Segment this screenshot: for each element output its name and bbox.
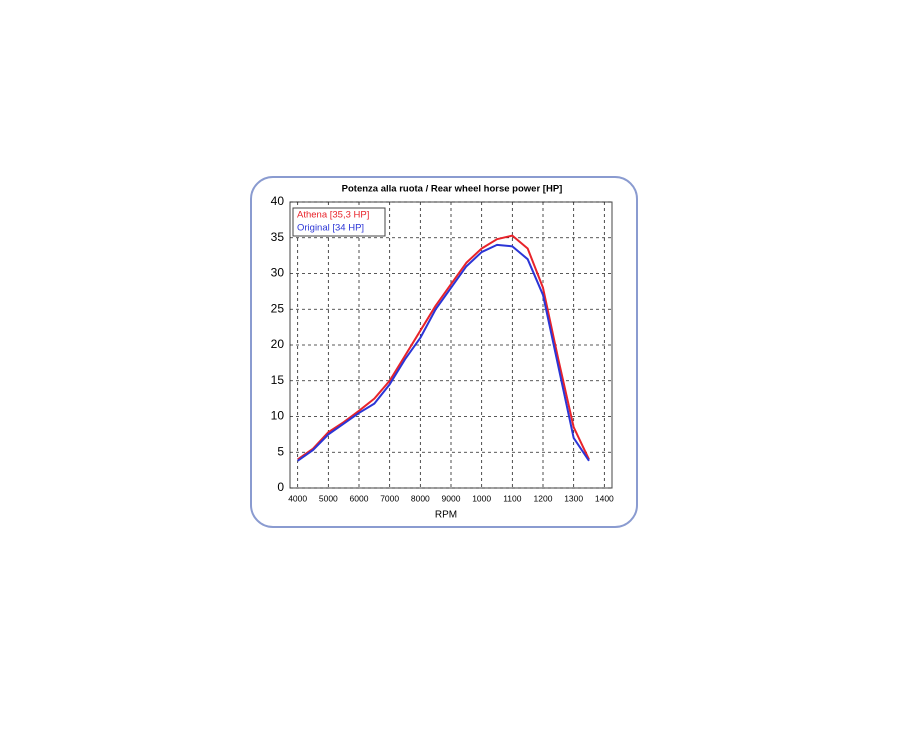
chart-title: Potenza alla ruota / Rear wheel horse po… <box>342 184 563 195</box>
legend-label: Original [34 HP] <box>297 223 364 234</box>
x-tick-label: 1400 <box>595 493 614 503</box>
x-axis-label: RPM <box>435 510 457 521</box>
plot-area <box>289 201 613 489</box>
x-tick-label: 8000 <box>411 493 430 503</box>
x-tick-label: 6000 <box>350 493 369 503</box>
y-tick-label: 0 <box>277 480 284 494</box>
series-line <box>297 243 590 462</box>
y-tick-label: 40 <box>271 194 285 208</box>
y-tick-label: 30 <box>271 266 285 280</box>
series-line <box>297 234 590 461</box>
y-tick-label: 15 <box>271 373 285 387</box>
x-tick-label: 1300 <box>564 493 583 503</box>
x-tick-label: 1100 <box>503 493 522 503</box>
y-tick-label: 25 <box>271 301 285 315</box>
y-tick-label: 35 <box>271 230 285 244</box>
x-tick-label: 7000 <box>380 493 399 503</box>
legend-label: Athena [35,3 HP] <box>297 210 369 221</box>
y-tick-label: 5 <box>277 444 284 458</box>
y-tick-label: 20 <box>271 337 285 351</box>
x-tick-label: 1200 <box>534 493 553 503</box>
x-tick-label: 5000 <box>319 493 338 503</box>
legend-box <box>292 207 386 237</box>
x-tick-label: 4000 <box>288 493 307 503</box>
x-tick-label: 1000 <box>472 493 491 503</box>
y-tick-label: 10 <box>271 409 285 423</box>
x-tick-label: 9000 <box>442 493 461 503</box>
